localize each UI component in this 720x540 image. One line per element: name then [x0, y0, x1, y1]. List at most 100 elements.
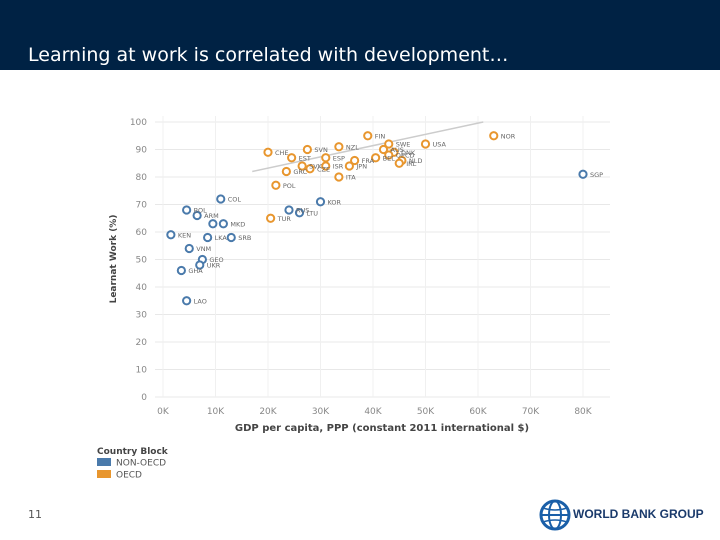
point-label: SRB — [238, 234, 251, 242]
point-label: FIN — [375, 132, 386, 140]
x-tick-labels: 0K 10K 20K 30K 40K 50K 60K 70K 80K — [157, 407, 593, 417]
data-point — [203, 232, 213, 243]
data-point — [281, 166, 291, 177]
data-point — [182, 296, 192, 306]
data-point — [363, 131, 373, 141]
point-label: LKA — [215, 234, 228, 242]
point-label: UKR — [207, 262, 221, 270]
point-label: NOR — [501, 132, 516, 140]
point-label: CHE — [275, 149, 289, 157]
point-label: JPN — [355, 163, 367, 171]
point-label: USA — [433, 141, 447, 149]
data-points — [166, 131, 588, 306]
y-tick-label: 90 — [136, 146, 148, 156]
point-label: MKD — [230, 220, 245, 228]
header-divider — [0, 70, 720, 73]
slide-header — [0, 0, 720, 72]
data-point — [489, 131, 499, 141]
point-label: GEO — [209, 256, 223, 264]
data-point — [350, 155, 360, 166]
data-point — [334, 172, 344, 182]
point-label: ISR — [333, 163, 344, 171]
legend-title: Country Block — [97, 447, 169, 457]
y-tick-label: 10 — [136, 366, 148, 376]
data-point — [371, 153, 381, 163]
y-tick-labels: 0 10 20 30 40 50 60 70 80 90 100 — [130, 118, 147, 403]
data-point — [218, 219, 228, 229]
point-label: GHA — [188, 267, 203, 275]
data-point — [182, 205, 192, 215]
x-tick-label: 80K — [574, 407, 592, 417]
point-label: KOR — [328, 198, 342, 206]
x-tick-label: 10K — [207, 407, 225, 417]
x-tick-label: 30K — [312, 407, 330, 417]
x-tick-label: 50K — [417, 407, 435, 417]
x-tick-label: 20K — [259, 407, 277, 417]
data-point — [394, 158, 404, 168]
data-point — [378, 144, 389, 155]
data-point — [192, 210, 202, 221]
x-tick-label: 0K — [157, 407, 170, 417]
data-point — [195, 260, 205, 270]
point-label: IRL — [406, 160, 416, 168]
data-point — [294, 208, 305, 218]
legend-label: OECD — [116, 471, 142, 481]
slide-title: Learning at work is correlated with deve… — [28, 44, 509, 66]
point-label: BEL — [383, 154, 396, 162]
grid-layer — [155, 116, 610, 398]
data-point — [384, 139, 394, 149]
data-point — [176, 265, 186, 276]
point-label: COL — [228, 196, 242, 204]
data-point — [321, 161, 331, 171]
point-label: ITA — [346, 174, 356, 182]
data-point — [578, 169, 588, 179]
legend: NON-OECD OECD — [97, 458, 166, 481]
logo-wordmark: WORLD BANK GROUP — [573, 507, 704, 521]
page-number: 11 — [28, 508, 42, 521]
legend-swatch — [97, 458, 111, 466]
data-point — [284, 205, 294, 215]
point-label: VNM — [196, 245, 211, 253]
trendline — [252, 121, 484, 173]
data-point — [263, 147, 273, 157]
world-bank-logo: WORLD BANK GROUP — [538, 496, 708, 532]
data-point — [384, 150, 394, 160]
point-label: NLD — [409, 157, 423, 165]
point-label: ARM — [204, 212, 219, 220]
point-label: LAO — [194, 297, 207, 305]
point-label: AUS — [391, 146, 404, 154]
data-point — [305, 164, 315, 174]
point-label: ESP — [333, 154, 345, 162]
legend-swatch — [97, 470, 111, 478]
point-label: BOL — [194, 207, 207, 215]
point-label: SVK — [309, 163, 323, 171]
point-label: POL — [283, 182, 296, 190]
point-label: LTU — [307, 209, 319, 217]
x-tick-label: 60K — [469, 407, 487, 417]
point-label: SGP — [590, 171, 603, 179]
y-tick-label: 50 — [136, 256, 148, 266]
y-tick-label: 80 — [136, 173, 148, 183]
x-tick-label: 70K — [522, 407, 540, 417]
data-point — [266, 213, 276, 223]
data-point — [321, 153, 331, 163]
point-label: OECD — [396, 152, 415, 160]
y-axis-label: Learnat Work (%) — [109, 215, 119, 304]
point-label: SWE — [396, 141, 411, 149]
point-label: DNK — [401, 149, 416, 157]
point-label: TUR — [277, 215, 292, 223]
data-point — [271, 180, 281, 190]
data-point — [334, 142, 344, 152]
y-tick-label: 0 — [141, 393, 147, 403]
data-point — [166, 230, 176, 240]
point-label: EST — [299, 154, 311, 162]
data-point — [184, 243, 194, 254]
point-label: FRA — [362, 157, 375, 165]
y-tick-label: 70 — [136, 201, 148, 211]
data-point — [208, 219, 218, 229]
data-point — [216, 194, 226, 204]
y-tick-label: 20 — [136, 338, 148, 348]
y-tick-label: 40 — [136, 283, 148, 293]
